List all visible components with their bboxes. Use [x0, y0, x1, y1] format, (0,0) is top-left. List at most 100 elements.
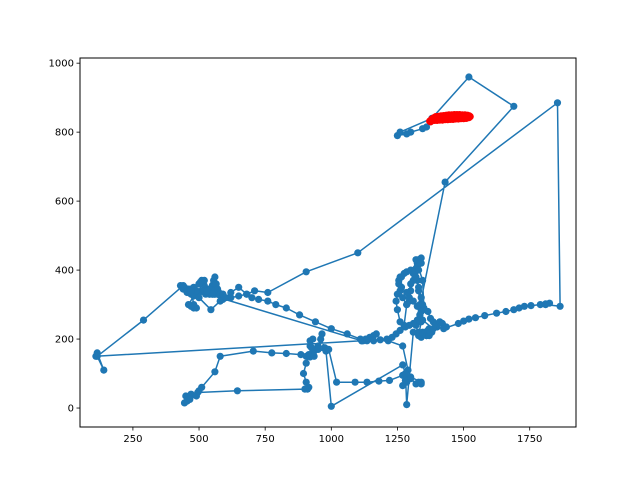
series-0-point-196 — [249, 347, 257, 355]
series-0-point-263 — [221, 294, 230, 302]
series-0-point-9 — [465, 73, 473, 81]
series-0-point-271 — [282, 304, 290, 312]
series-0-point-170 — [318, 330, 326, 338]
series-0-point-244 — [401, 323, 409, 331]
series-0-point-209 — [409, 328, 417, 336]
series-0-point-259 — [187, 287, 195, 295]
series-0-point-222 — [403, 288, 411, 297]
series-0-point-224 — [395, 280, 403, 288]
series-1 — [426, 111, 474, 126]
series-0-point-163 — [375, 377, 383, 385]
series-0-point-75 — [302, 268, 310, 276]
series-0-point-260 — [195, 294, 203, 302]
series-0-point-7 — [396, 128, 404, 136]
series-0-point-262 — [216, 297, 224, 305]
series-0-point-206 — [399, 361, 407, 369]
series-0-point-178 — [302, 359, 310, 367]
series-0-point-32 — [392, 297, 400, 305]
series-0-point-238 — [419, 301, 427, 309]
series-0-point-264 — [227, 288, 235, 297]
series-1-point-33 — [426, 117, 434, 125]
series-0-point-268 — [255, 295, 263, 303]
series-0-point-258 — [179, 282, 187, 290]
series-0-point-80 — [227, 294, 235, 302]
series-0-point-190 — [186, 395, 194, 403]
series-0-point-272 — [296, 311, 304, 319]
series-0-point-139 — [203, 287, 211, 295]
series-0-point-77 — [251, 287, 259, 295]
series-0-point-276 — [356, 335, 364, 343]
series-0 — [92, 73, 564, 410]
series-0-point-62 — [493, 309, 501, 317]
series-0-point-179 — [299, 369, 308, 378]
series-0-point-131 — [184, 301, 193, 309]
series-0-point-10 — [510, 102, 518, 110]
series-0-point-235 — [412, 273, 420, 281]
series-0-point-72 — [556, 302, 564, 310]
series-0-point-269 — [264, 297, 272, 305]
series-0-point-3 — [419, 125, 427, 133]
series-0-point-202 — [310, 352, 318, 360]
series-0-point-208 — [403, 401, 411, 409]
series-0-point-216 — [429, 325, 437, 333]
series-0-point-37 — [407, 280, 415, 288]
series-0-point-59 — [465, 315, 473, 323]
series-0-point-203 — [314, 345, 322, 353]
series-0-point-71 — [542, 301, 550, 309]
series-0-point-68 — [536, 301, 544, 309]
y-tick-label-5: 1000 — [49, 59, 74, 70]
series-0-point-73 — [553, 99, 562, 107]
series-0-point-40 — [419, 276, 427, 284]
series-0-point-162 — [385, 376, 394, 384]
series-0-point-160 — [407, 373, 415, 381]
series-0-point-184 — [233, 387, 241, 395]
series-0-point-63 — [502, 307, 510, 316]
series-0-point-42 — [424, 307, 432, 316]
plot-frame — [79, 57, 577, 428]
series-0-point-66 — [520, 302, 529, 310]
x-tick-label-1: 500 — [189, 434, 208, 445]
x-tick-label-2: 750 — [256, 434, 275, 445]
series-0-point-236 — [415, 283, 423, 291]
series-0-point-11 — [441, 178, 449, 186]
series-0-point-5 — [403, 130, 411, 138]
series-0-point-249 — [376, 336, 384, 344]
y-axis: 0 200 400 600 800 1000 — [49, 59, 80, 415]
series-0-point-107 — [195, 280, 203, 288]
series-0-point-76 — [264, 288, 272, 297]
x-axis: 250 500 750 1000 1250 1500 1750 — [123, 427, 542, 445]
series-0-point-261 — [207, 306, 215, 314]
series-0-point-234 — [415, 266, 423, 274]
series-0-point-79 — [235, 292, 243, 300]
series-0-point-195 — [216, 352, 224, 360]
series-0-point-274 — [327, 325, 335, 333]
y-tick-label-1: 200 — [55, 335, 74, 346]
series-0-point-74 — [354, 249, 362, 257]
x-tick-label-6: 1750 — [517, 434, 542, 445]
series-0-point-67 — [527, 302, 535, 310]
series-0-point-207 — [401, 369, 409, 378]
series-0-point-138 — [208, 290, 216, 298]
series-0-point-265 — [235, 283, 243, 291]
series-0-point-183 — [301, 385, 309, 393]
series-0-point-176 — [307, 344, 316, 352]
series-0-point-56 — [440, 325, 448, 333]
series-0-point-256 — [93, 352, 101, 360]
series-0-point-197 — [268, 349, 276, 357]
series-0-point-237 — [417, 294, 425, 302]
series-0-point-26 — [399, 294, 407, 302]
series-0-point-31 — [393, 290, 401, 298]
series-0-point-60 — [471, 314, 480, 322]
series-0-point-250 — [370, 337, 378, 345]
series-0-point-273 — [311, 318, 319, 326]
series-0-point-61 — [481, 312, 489, 320]
series-0-point-248 — [383, 335, 391, 343]
series-0-point-150 — [399, 342, 407, 350]
series-0-point-232 — [417, 254, 425, 262]
y-tick-label-4: 800 — [55, 128, 74, 139]
series-0-point-275 — [343, 330, 351, 338]
series-0-point-164 — [363, 378, 371, 386]
series-0-point-194 — [211, 368, 219, 376]
